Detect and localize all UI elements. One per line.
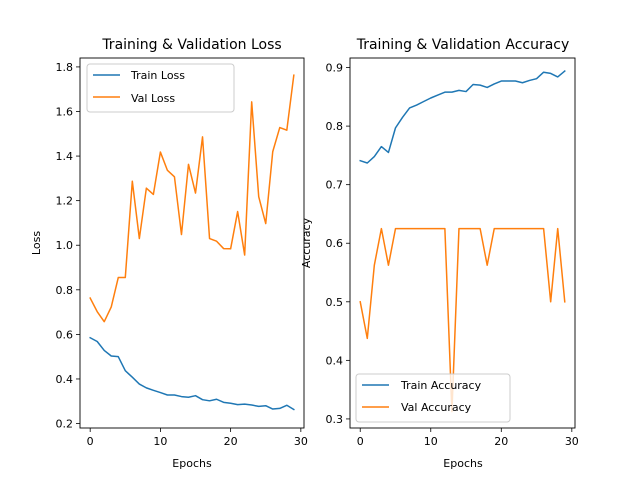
accuracy-chart-title: Training & Validation Accuracy [356, 37, 570, 53]
accuracy-y-tick-label: 0.5 [326, 296, 344, 309]
accuracy-legend: Train Accuracy Val Accuracy [355, 373, 511, 423]
loss-plot-area [89, 74, 295, 411]
accuracy-panel: Training & Validation Accuracy 0 10 20 30 0.… [300, 37, 579, 470]
accuracy-series-line-val [359, 227, 566, 413]
accuracy-y-tick-label: 0.7 [326, 179, 344, 192]
accuracy-legend-label-train: Train Accuracy [400, 379, 482, 392]
loss-x-tick-label: 20 [224, 435, 238, 448]
loss-y-tick-label: 0.8 [56, 284, 74, 297]
loss-x-tick-label: 30 [294, 435, 308, 448]
accuracy-x-tick-label: 30 [565, 435, 579, 448]
accuracy-legend-box [355, 373, 511, 423]
accuracy-legend-label-val: Val Accuracy [401, 401, 472, 414]
loss-x-axis-label: Epochs [172, 457, 212, 470]
accuracy-x-tick-label: 20 [494, 435, 508, 448]
loss-panel: Training & Validation Loss 0 10 20 30 0.2 0.4… [30, 37, 308, 470]
accuracy-x-axis-label: Epochs [443, 457, 483, 470]
loss-y-tick-label: 1.4 [56, 150, 74, 163]
loss-y-tick-label: 0.4 [56, 373, 74, 386]
accuracy-plot-area [359, 70, 566, 413]
loss-legend-label-val: Val Loss [131, 92, 175, 105]
accuracy-y-tick-label: 0.8 [326, 120, 344, 133]
loss-x-tick-label: 0 [87, 435, 94, 448]
accuracy-x-tick-label: 10 [424, 435, 438, 448]
accuracy-y-tick-label: 0.3 [326, 413, 344, 426]
accuracy-series-line-train [359, 70, 566, 164]
loss-y-tick-label: 1.6 [56, 105, 74, 118]
accuracy-y-tick-label: 0.4 [326, 354, 344, 367]
loss-series-line-train [89, 336, 295, 411]
loss-series-line-val [89, 74, 295, 323]
accuracy-y-axis-label: Accuracy [300, 217, 313, 268]
loss-x-tick-label: 10 [153, 435, 167, 448]
loss-legend-label-train: Train Loss [130, 69, 185, 82]
loss-legend-box [86, 63, 235, 113]
accuracy-ticks: 0 10 20 30 0.3 0.4 0.5 0.6 0.7 0.8 0.9 [326, 62, 579, 448]
accuracy-y-tick-label: 0.9 [326, 62, 344, 75]
loss-y-axis-label: Loss [30, 231, 43, 255]
loss-y-tick-label: 0.6 [56, 328, 74, 341]
accuracy-x-tick-label: 0 [357, 435, 364, 448]
loss-chart-title: Training & Validation Loss [101, 37, 281, 53]
loss-ticks: 0 10 20 30 0.2 0.4 0.6 0.8 1.0 1.2 1.4 1.6 1.8 [56, 61, 308, 448]
loss-y-tick-label: 1.0 [56, 239, 74, 252]
loss-legend: Train Loss Val Loss [86, 63, 235, 113]
loss-y-tick-label: 1.8 [56, 61, 74, 74]
loss-y-tick-label: 0.2 [56, 418, 74, 431]
accuracy-y-tick-label: 0.6 [326, 237, 344, 250]
loss-axes-frame [79, 57, 305, 429]
loss-y-tick-label: 1.2 [56, 195, 74, 208]
